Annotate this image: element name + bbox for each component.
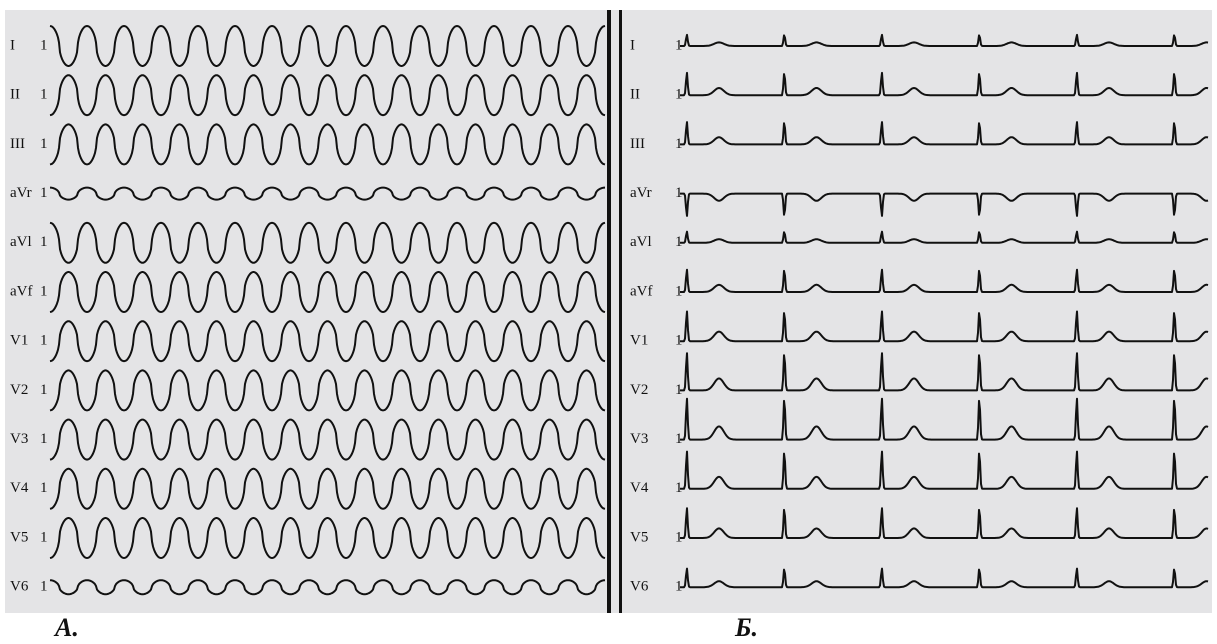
lead-label: I (10, 37, 15, 53)
lead-label: V3 (630, 431, 648, 447)
lead-label: III (10, 136, 25, 152)
lead-label: aVf (10, 283, 33, 299)
lead-label: aVl (630, 234, 652, 250)
gain-label: 1 (40, 529, 48, 545)
lead-label: aVr (630, 185, 652, 201)
ecg-figure: I1II1III1aVr1aVl1aVf1V11V21V31V41V51V61А… (0, 0, 1217, 644)
gain-label: 1 (40, 87, 48, 103)
gain-label: 1 (675, 185, 683, 201)
lead-label: III (630, 136, 645, 152)
gain-label: 1 (40, 480, 48, 496)
lead-label: aVl (10, 234, 32, 250)
gain-label: 1 (40, 333, 48, 349)
lead-label: V1 (630, 333, 648, 349)
gain-label: 1 (675, 579, 683, 595)
divider (619, 10, 622, 613)
gain-label: 1 (675, 234, 683, 250)
gain-label: 1 (675, 529, 683, 545)
lead-label: V4 (10, 480, 29, 496)
lead-label: V5 (10, 529, 28, 545)
gain-label: 1 (675, 87, 683, 103)
gain-label: 1 (675, 283, 683, 299)
gain-label: 1 (675, 333, 683, 349)
lead-label: V3 (10, 431, 28, 447)
gain-label: 1 (40, 234, 48, 250)
lead-label: V1 (10, 333, 28, 349)
lead-label: V6 (10, 579, 29, 595)
divider (607, 10, 611, 613)
gain-label: 1 (40, 37, 48, 53)
gain-label: 1 (675, 480, 683, 496)
lead-label: V4 (630, 480, 649, 496)
gain-label: 1 (675, 37, 683, 53)
lead-label: V5 (630, 529, 648, 545)
lead-label: aVf (630, 283, 653, 299)
gain-label: 1 (40, 431, 48, 447)
lead-label: V2 (10, 382, 28, 398)
lead-label: V6 (630, 579, 649, 595)
page: I1II1III1aVr1aVl1aVf1V11V21V31V41V51V61А… (0, 0, 1217, 644)
gain-label: 1 (40, 382, 48, 398)
lead-label: aVr (10, 185, 32, 201)
lead-label: II (10, 87, 20, 103)
panel-caption: Б. (734, 613, 758, 642)
gain-label: 1 (40, 136, 48, 152)
gain-label: 1 (675, 431, 683, 447)
lead-label: I (630, 37, 635, 53)
gain-label: 1 (40, 283, 48, 299)
lead-label: V2 (630, 382, 648, 398)
gain-label: 1 (40, 185, 48, 201)
gain-label: 1 (675, 136, 683, 152)
lead-label: II (630, 87, 640, 103)
panel-caption: А. (53, 613, 79, 642)
gain-label: 1 (40, 579, 48, 595)
gain-label: 1 (675, 382, 683, 398)
